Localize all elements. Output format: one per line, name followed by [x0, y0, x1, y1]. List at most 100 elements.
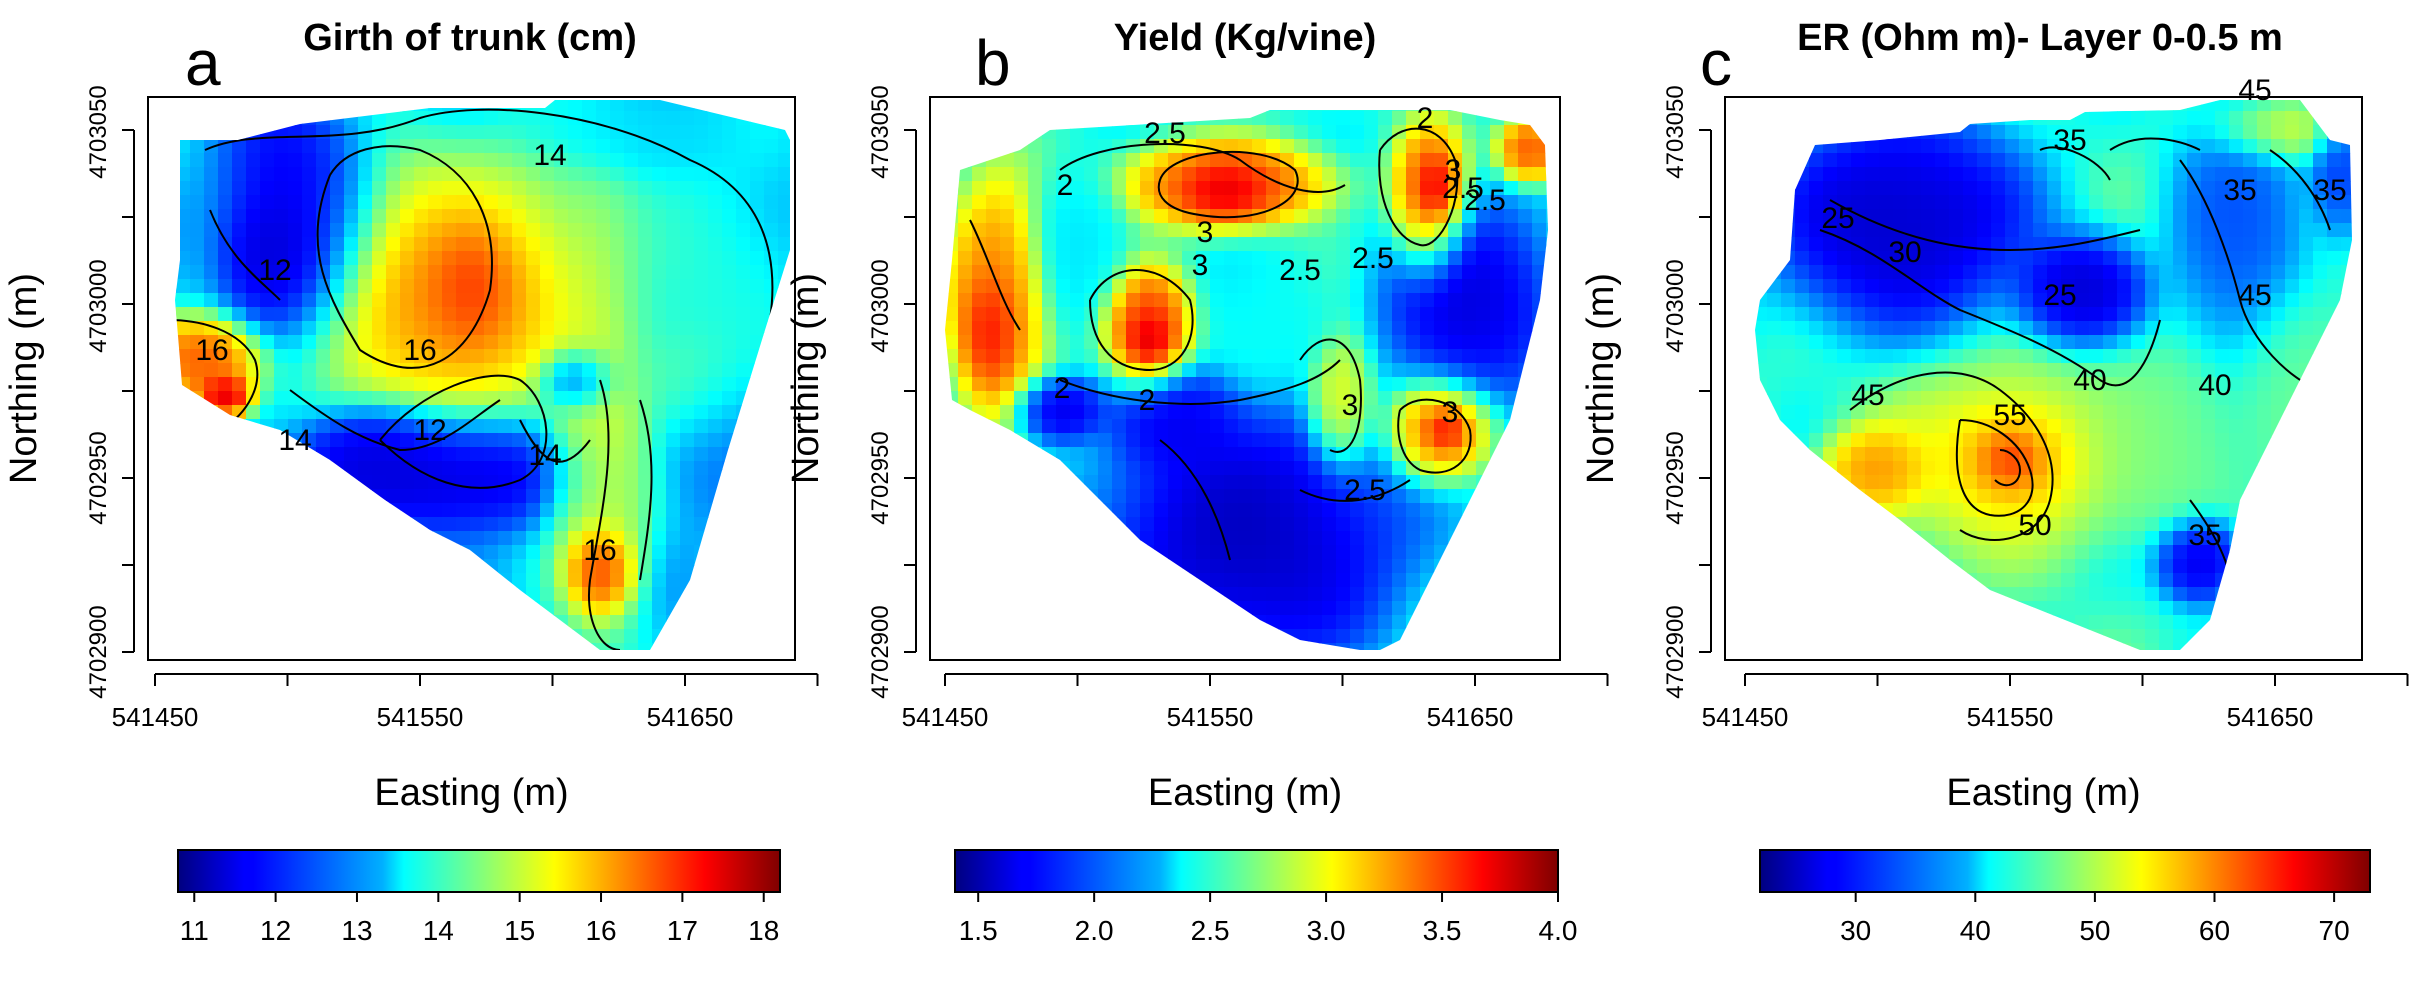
- heatmap-cell: [1350, 139, 1365, 154]
- heatmap-cell: [1084, 293, 1099, 308]
- heatmap-cell: [1336, 110, 1351, 112]
- heatmap-cell: [930, 433, 945, 448]
- heatmap-cell: [1224, 335, 1239, 350]
- heatmap-cell: [722, 100, 737, 112]
- heatmap-cell: [2075, 391, 2090, 406]
- heatmap-cell: [736, 587, 751, 602]
- heatmap-cell: [442, 447, 457, 462]
- heatmap-cell: [1781, 181, 1796, 196]
- heatmap-cell: [414, 153, 429, 168]
- heatmap-cell: [1809, 335, 1824, 350]
- heatmap-cell: [1823, 111, 1838, 126]
- heatmap-cell: [972, 447, 987, 462]
- heatmap-cell: [2187, 125, 2202, 140]
- heatmap-cell: [1392, 209, 1407, 224]
- heatmap-cell: [1879, 321, 1894, 336]
- heatmap-cell: [1977, 293, 1992, 308]
- heatmap-cell: [708, 223, 723, 238]
- heatmap-cell: [1921, 335, 1936, 350]
- heatmap-cell: [1042, 405, 1057, 420]
- heatmap-cell: [778, 167, 790, 182]
- heatmap-cell: [330, 559, 345, 574]
- heatmap-cell: [1168, 307, 1183, 322]
- heatmap-cell: [246, 503, 261, 518]
- heatmap-cell: [1767, 100, 1782, 112]
- heatmap-cell: [2341, 405, 2352, 420]
- heatmap-cell: [316, 447, 331, 462]
- heatmap-cell: [1056, 391, 1071, 406]
- heatmap-cell: [1392, 531, 1407, 546]
- heatmap-cell: [1725, 111, 1740, 126]
- heatmap-cell: [1308, 447, 1323, 462]
- heatmap-cell: [1532, 489, 1547, 504]
- heatmap-cell: [1364, 195, 1379, 210]
- heatmap-cell: [1935, 307, 1950, 322]
- heatmap-cell: [624, 601, 639, 616]
- heatmap-cell: [1546, 377, 1548, 392]
- heatmap-cell: [736, 307, 751, 322]
- heatmap-cell: [1140, 265, 1155, 280]
- heatmap-cell: [1392, 237, 1407, 252]
- heatmap-cell: [778, 111, 790, 126]
- heatmap-cell: [972, 110, 987, 112]
- heatmap-cell: [274, 587, 289, 602]
- heatmap-cell: [2117, 195, 2132, 210]
- heatmap-cell: [1518, 265, 1533, 280]
- heatmap-cell: [1308, 209, 1323, 224]
- heatmap-cell: [1490, 461, 1505, 476]
- heatmap-cell: [1935, 125, 1950, 140]
- heatmap-cell: [1977, 111, 1992, 126]
- heatmap-cell: [148, 335, 163, 350]
- heatmap-cell: [1406, 321, 1421, 336]
- heatmap-cell: [1532, 447, 1547, 462]
- heatmap-cell: [1434, 110, 1449, 112]
- heatmap-cell: [638, 447, 653, 462]
- heatmap-cell: [986, 531, 1001, 546]
- heatmap-cell: [1476, 503, 1491, 518]
- heatmap-cell: [972, 279, 987, 294]
- heatmap-cell: [1532, 573, 1547, 588]
- heatmap-cell: [2131, 209, 2146, 224]
- heatmap-cell: [2299, 237, 2314, 252]
- heatmap-cell: [930, 111, 945, 126]
- heatmap-cell: [386, 153, 401, 168]
- heatmap-cell: [1809, 349, 1824, 364]
- heatmap-cell: [945, 475, 959, 490]
- heatmap-cell: [484, 461, 499, 476]
- heatmap-cell: [2243, 209, 2258, 224]
- heatmap-cell: [1154, 139, 1169, 154]
- heatmap-cell: [372, 125, 387, 140]
- heatmap-cell: [2089, 321, 2104, 336]
- heatmap-cell: [1406, 503, 1421, 518]
- heatmap-cell: [2131, 391, 2146, 406]
- heatmap-cell: [582, 321, 597, 336]
- heatmap-cell: [260, 363, 275, 378]
- heatmap-cell: [1434, 559, 1449, 574]
- heatmap-cell: [2257, 195, 2272, 210]
- heatmap-cell: [1196, 517, 1211, 532]
- heatmap-cell: [596, 419, 611, 434]
- heatmap-cell: [358, 643, 373, 650]
- heatmap-cell: [1308, 601, 1323, 616]
- heatmap-cell: [2327, 209, 2342, 224]
- heatmap-cell: [1893, 237, 1908, 252]
- heatmap-cell: [596, 433, 611, 448]
- heatmap-cell: [2299, 223, 2314, 238]
- heatmap-cell: [930, 503, 945, 518]
- heatmap-cell: [484, 517, 499, 532]
- heatmap-cell: [400, 573, 415, 588]
- heatmap-cell: [2089, 100, 2104, 112]
- heatmap-cell: [624, 503, 639, 518]
- heatmap-cell: [778, 251, 790, 266]
- heatmap-cell: [526, 545, 541, 560]
- heatmap-cell: [190, 181, 205, 196]
- heatmap-cell: [1448, 125, 1463, 140]
- heatmap-cell: [1392, 475, 1407, 490]
- heatmap-cell: [652, 615, 667, 630]
- heatmap-cell: [1294, 125, 1309, 140]
- heatmap-cell: [582, 223, 597, 238]
- heatmap-cell: [1210, 489, 1225, 504]
- heatmap-cell: [1028, 335, 1043, 350]
- heatmap-cell: [1949, 251, 1964, 266]
- heatmap-cell: [2047, 391, 2062, 406]
